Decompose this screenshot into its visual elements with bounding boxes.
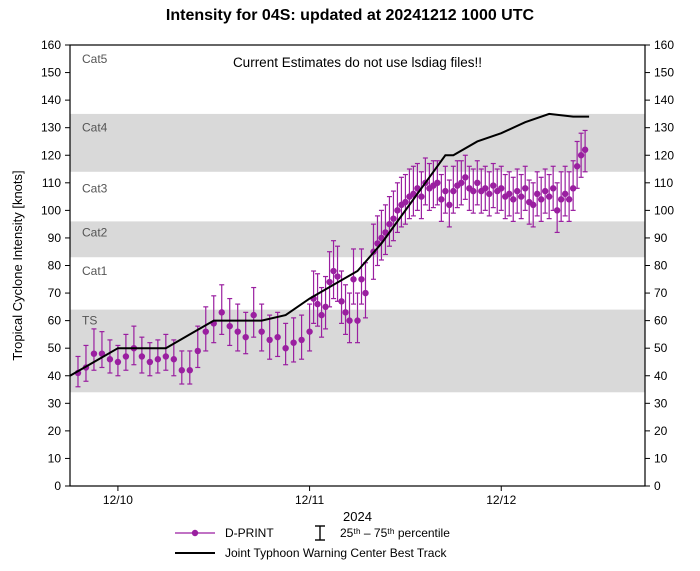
svg-text:TS: TS (82, 314, 97, 328)
legend-percentile: 25ᵗʰ – 75ᵗʰ percentile (340, 526, 450, 540)
svg-text:90: 90 (48, 231, 62, 245)
svg-text:130: 130 (654, 121, 674, 135)
svg-text:10: 10 (48, 451, 62, 465)
svg-text:40: 40 (48, 369, 62, 383)
intensity-chart: 0 0 10 10 20 20 30 30 40 40 50 50 60 60 70 70 80 80 90 90 10… (0, 0, 700, 571)
svg-text:70: 70 (654, 286, 668, 300)
svg-text:80: 80 (48, 259, 62, 273)
svg-text:160: 160 (654, 38, 674, 52)
svg-text:0: 0 (654, 479, 661, 493)
svg-text:80: 80 (654, 259, 668, 273)
svg-text:160: 160 (41, 38, 61, 52)
svg-text:0: 0 (54, 479, 61, 493)
svg-text:60: 60 (654, 314, 668, 328)
svg-text:Cat2: Cat2 (82, 225, 108, 239)
svg-text:20: 20 (654, 424, 668, 438)
chart-subtitle: Current Estimates do not use lsdiag file… (233, 55, 482, 70)
svg-text:50: 50 (48, 341, 62, 355)
svg-text:40: 40 (654, 369, 668, 383)
svg-text:12/11: 12/11 (295, 493, 324, 507)
svg-text:12/10: 12/10 (103, 493, 133, 507)
chart-svg: 0 0 10 10 20 20 30 30 40 40 50 50 60 60 70 70 80 80 90 90 10… (0, 0, 700, 571)
x-axis-label: 2024 (343, 509, 372, 524)
svg-text:20: 20 (48, 424, 62, 438)
svg-text:Cat3: Cat3 (82, 181, 108, 195)
svg-text:140: 140 (654, 93, 674, 107)
svg-text:Cat4: Cat4 (82, 121, 108, 135)
chart-title: Intensity for 04S: updated at 20241212 1… (166, 7, 535, 24)
svg-text:30: 30 (654, 396, 668, 410)
svg-text:100: 100 (41, 203, 61, 217)
svg-text:100: 100 (654, 203, 674, 217)
svg-text:70: 70 (48, 286, 62, 300)
svg-text:60: 60 (48, 314, 62, 328)
svg-text:50: 50 (654, 341, 668, 355)
svg-text:120: 120 (654, 148, 674, 162)
svg-text:10: 10 (654, 451, 668, 465)
svg-text:130: 130 (41, 121, 61, 135)
svg-text:Cat5: Cat5 (82, 52, 108, 66)
svg-text:110: 110 (42, 176, 61, 190)
svg-text:120: 120 (41, 148, 61, 162)
svg-text:12/12: 12/12 (486, 493, 516, 507)
legend-dprint: D-PRINT (225, 526, 274, 540)
svg-text:150: 150 (41, 66, 61, 80)
svg-text:150: 150 (654, 66, 674, 80)
svg-text:110: 110 (654, 176, 673, 190)
svg-text:140: 140 (41, 93, 61, 107)
svg-text:90: 90 (654, 231, 668, 245)
y-axis-label: Tropical Cyclone Intensity [knots] (10, 170, 25, 360)
svg-text:30: 30 (48, 396, 62, 410)
svg-text:Cat1: Cat1 (82, 264, 108, 278)
legend-besttrack: Joint Typhoon Warning Center Best Track (225, 546, 447, 560)
